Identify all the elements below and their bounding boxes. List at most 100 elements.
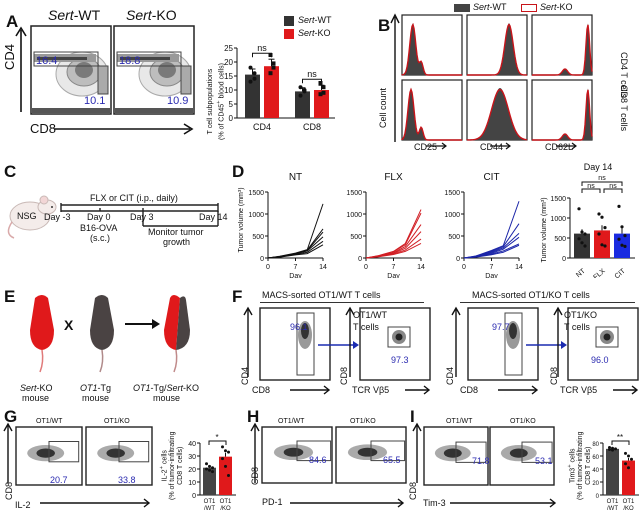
y-axis-arrowhead	[3, 422, 13, 432]
bar-chart-title: Day 14	[584, 162, 613, 172]
y-tick-label: 20	[592, 481, 599, 487]
bar-0	[606, 448, 619, 495]
h-title-wt: OT1/WT	[278, 418, 305, 425]
legend-label-sert-wt: Sert-WT	[298, 15, 332, 25]
bar-cd8-0	[295, 91, 310, 118]
f-gate-value-ko-2: 96.0	[591, 355, 609, 365]
data-point	[603, 226, 607, 230]
tumor-growth-line	[365, 238, 422, 259]
data-point	[597, 232, 601, 236]
y-tick-label: 0	[456, 256, 460, 263]
y-tick-label: 40	[592, 468, 599, 474]
bar-cd4-0	[245, 74, 260, 118]
g-y-label: CD8	[4, 481, 14, 500]
panel-label-e: E	[4, 287, 16, 306]
data-point	[624, 462, 627, 466]
y-axis-label-cd4: CD4	[2, 43, 17, 70]
data-point	[617, 204, 621, 208]
x-axis-arrowhead	[549, 498, 557, 508]
y-tick-label: 1000	[346, 212, 362, 219]
mouse-label-ot1-tg-2: mouse	[82, 393, 110, 403]
histogram-ko	[532, 89, 593, 141]
flow-title-sert-wt: Sert-WT	[48, 7, 101, 23]
h-y-label: CD8	[250, 466, 260, 485]
data-point	[624, 451, 627, 455]
data-point	[580, 241, 584, 245]
cell-population-core	[395, 333, 403, 341]
x-tick-label: 7	[294, 264, 298, 271]
data-point	[205, 467, 208, 471]
significance-bracket	[252, 52, 272, 58]
d-bar-chart: Day 14 Tumor volume (mm³) 0 500 1000 1500 NT FL…	[541, 162, 635, 278]
cell-population-core	[603, 333, 611, 341]
y-tick-label: 1500	[346, 190, 362, 197]
i-value-ko: 53.1	[535, 456, 553, 466]
f-x-label-tcr-ko: TCR Vβ5	[560, 385, 598, 395]
tumor-growth-line	[365, 209, 422, 259]
bar-1	[219, 456, 232, 495]
a-bar-chart: 0 5 10 15 20 25 CD4 ns CD8 ns	[224, 43, 335, 132]
nsg-mouse-icon	[7, 195, 57, 239]
flow-plot-cd8-tcr	[359, 307, 431, 381]
y-tick-label: 0	[596, 494, 600, 500]
panel-label-a: A	[6, 12, 19, 31]
x-axis-arrowhead	[143, 498, 151, 508]
timeline	[60, 203, 219, 227]
gate	[521, 441, 553, 463]
y-tick-label: 1000	[550, 216, 566, 223]
x-axis-arrowhead	[531, 385, 539, 395]
bar-nt	[574, 233, 590, 258]
bar-cd8-1	[314, 90, 329, 118]
histogram-ko	[532, 24, 593, 76]
injection-route: (s.c.)	[90, 233, 110, 243]
data-point	[208, 464, 211, 468]
f-group-title-wt: MACS-sorted OT1/WT T cells	[262, 290, 381, 300]
b-row-label-cd8: CD8 T cells	[619, 85, 629, 132]
gate	[455, 441, 487, 463]
y-tick-label: 15	[224, 72, 233, 81]
f-gate-value-wt-1: 96.1	[290, 322, 308, 332]
data-point	[614, 447, 617, 451]
gate-value-cd4-wt: 16.4	[36, 55, 58, 67]
x-tick-label: /KO	[623, 506, 634, 512]
histogram-ko	[401, 22, 462, 76]
significance-label: ns	[609, 183, 617, 190]
x-axis-label: Day	[485, 273, 498, 278]
cell-population-core	[283, 447, 304, 457]
i-value-wt: 71.8	[472, 456, 490, 466]
y-tick-label: 1000	[444, 212, 460, 219]
data-point	[577, 207, 581, 211]
data-point	[603, 244, 607, 248]
y-tick-label: 1000	[248, 212, 264, 219]
y-axis-arrowhead	[412, 422, 422, 432]
x-tick-label: 0	[364, 264, 368, 271]
flow-plot-sert-ko	[113, 25, 195, 115]
data-point	[617, 237, 621, 241]
data-point	[627, 454, 630, 458]
b-col-label-cd44: CD44	[480, 142, 504, 152]
data-point	[268, 71, 273, 76]
x-tick-label: 14	[515, 264, 523, 271]
data-point	[597, 212, 601, 216]
data-point	[318, 81, 323, 85]
x-axis-label: Day	[289, 273, 302, 278]
f-y-label-cd4-wt: CD4	[240, 366, 250, 385]
data-point	[623, 244, 627, 248]
f-cells-label-ko: OT1/KO	[564, 310, 598, 320]
data-point	[211, 466, 214, 470]
x-tick-label: 0	[462, 264, 466, 271]
y-tick-label: 0	[192, 493, 196, 500]
data-point	[208, 468, 211, 472]
significance-bracket	[581, 181, 623, 186]
data-point	[630, 457, 633, 461]
y-axis-arrowhead	[345, 306, 355, 316]
line-chart-title: FLX	[384, 172, 403, 183]
y-axis-arrowhead	[243, 306, 253, 316]
y-axis-arrowhead	[250, 422, 260, 432]
panel-label-c: C	[4, 162, 17, 181]
legend-label-sert-ko: Sert-KO	[298, 28, 331, 38]
x-arrowhead	[505, 142, 511, 150]
h-value-wt: 84.6	[309, 455, 327, 465]
tumor-growth-line	[463, 244, 520, 259]
